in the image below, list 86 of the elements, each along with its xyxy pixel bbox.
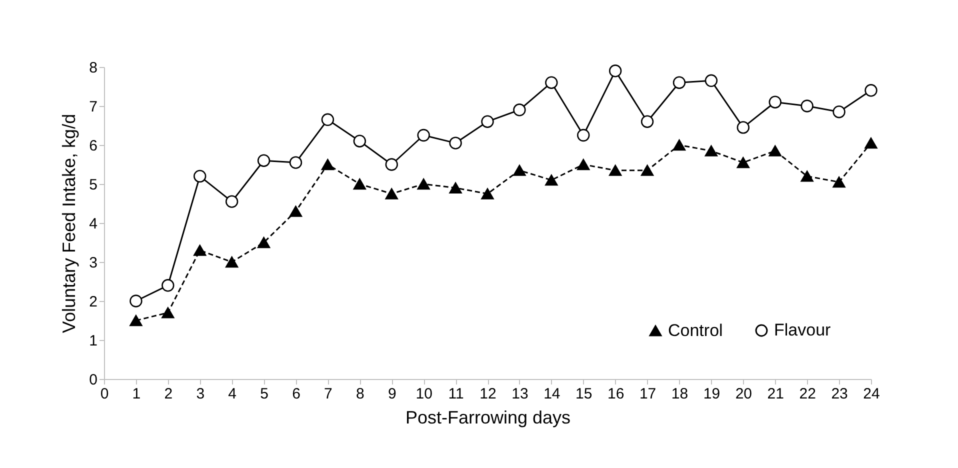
x-tick-label: 12: [480, 386, 496, 402]
x-tick-label: 24: [863, 386, 880, 402]
point: [864, 137, 878, 149]
x-tick-label: 11: [448, 386, 464, 402]
point: [225, 195, 238, 208]
point: [417, 178, 430, 190]
point: [130, 314, 142, 326]
point: [417, 128, 430, 142]
point: [640, 164, 654, 176]
point: [289, 156, 302, 169]
x-axis-title: Post-Farrowing days: [405, 408, 571, 428]
point: [672, 139, 686, 151]
point: [353, 178, 366, 190]
x-tick-label: 6: [292, 386, 300, 402]
x-tick-label: 21: [767, 386, 784, 402]
y-tick-label: 7: [89, 98, 98, 116]
point: [321, 158, 334, 170]
point: [353, 134, 366, 148]
x-tick-label: 0: [100, 386, 109, 402]
x-tick-label: 23: [831, 386, 848, 402]
x-tick-label: 13: [512, 386, 528, 402]
point: [162, 279, 174, 292]
point: [130, 294, 142, 308]
point: [577, 128, 590, 142]
point: [257, 154, 270, 167]
point: [672, 76, 686, 89]
point: [385, 188, 398, 200]
point: [832, 176, 846, 188]
legend-label: Control: [668, 320, 723, 340]
y-tick-label: 8: [89, 60, 98, 76]
y-tick-label: 4: [89, 216, 98, 232]
point: [449, 136, 462, 150]
x-tick-label: 3: [196, 386, 205, 402]
point: [608, 164, 622, 176]
x-tick-label: 9: [388, 386, 396, 402]
point: [545, 174, 558, 186]
point: [289, 206, 302, 217]
y-tick-label: 1: [89, 332, 98, 350]
point: [545, 76, 558, 89]
x-tick-label: 4: [228, 386, 237, 402]
point: [736, 156, 750, 168]
x-tick-label: 10: [416, 386, 432, 402]
point: [321, 113, 334, 126]
point: [864, 84, 878, 97]
point: [577, 158, 590, 170]
point: [162, 307, 174, 318]
x-tick-label: 15: [576, 386, 592, 402]
x-tick-label: 22: [799, 386, 816, 402]
point: [640, 115, 654, 128]
point: [704, 145, 718, 156]
y-tick-label: 0: [89, 372, 98, 388]
y-tick-label: 3: [89, 254, 98, 272]
point: [832, 106, 846, 118]
y-tick-label: 5: [89, 176, 98, 194]
y-tick-label: 6: [89, 138, 98, 154]
x-tick-label: 19: [703, 386, 720, 402]
y-axis-title: Voluntary Feed Intake, kg/d: [59, 114, 80, 334]
point: [800, 100, 814, 112]
y-tick-label: 2: [89, 294, 98, 310]
point: [225, 256, 238, 268]
point: [800, 170, 814, 182]
legend-label: Flavour: [774, 320, 832, 340]
point: [768, 96, 782, 108]
x-tick-label: 14: [544, 386, 560, 402]
point: [385, 158, 398, 171]
point: [194, 244, 206, 256]
point: [513, 164, 526, 176]
x-tick-label: 18: [671, 386, 688, 402]
point: [513, 104, 526, 116]
x-tick-label: 17: [639, 386, 656, 402]
x-tick-label: 7: [324, 386, 332, 402]
point: [481, 115, 494, 128]
x-tick-label: 5: [260, 386, 268, 402]
point: [736, 121, 750, 134]
point: [768, 145, 782, 156]
point: [449, 182, 462, 194]
point: [194, 170, 206, 183]
point: [481, 188, 494, 200]
x-tick-label: 8: [356, 386, 364, 402]
x-tick-label: 2: [164, 386, 173, 402]
point: [608, 64, 622, 78]
x-tick-label: 16: [607, 386, 624, 402]
x-tick-label: 1: [132, 386, 141, 402]
point: [257, 236, 270, 248]
point: [704, 74, 718, 87]
x-tick-label: 20: [735, 386, 752, 402]
